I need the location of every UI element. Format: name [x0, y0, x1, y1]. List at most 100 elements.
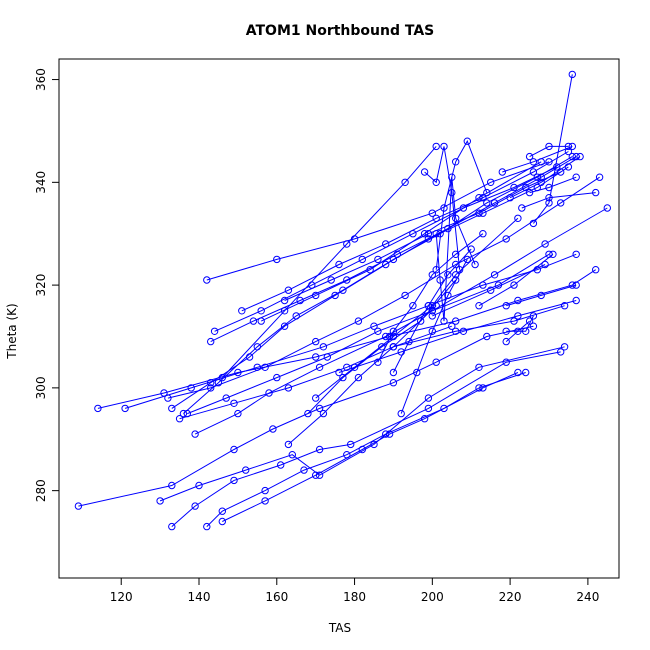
series-28: [389, 245, 475, 377]
data-point: [288, 451, 296, 459]
data-point: [448, 322, 456, 330]
data-point: [296, 296, 304, 305]
data-point: [389, 327, 398, 335]
data-point: [545, 183, 553, 192]
data-point: [424, 302, 433, 310]
data-point: [230, 399, 238, 407]
series-line: [194, 207, 608, 435]
series-19: [218, 142, 440, 382]
series-line: [167, 176, 600, 399]
data-point: [207, 337, 215, 346]
data-point: [572, 173, 580, 181]
data-point: [436, 276, 444, 284]
data-point: [502, 327, 510, 335]
data-point: [339, 373, 347, 382]
data-point: [191, 430, 199, 438]
data-point: [428, 271, 436, 279]
data-point: [560, 343, 569, 351]
data-point: [420, 415, 429, 423]
data-point: [549, 250, 557, 259]
data-point: [389, 379, 398, 387]
data-point: [284, 440, 293, 449]
data-point: [545, 142, 553, 151]
series-line: [179, 325, 452, 420]
data-point: [452, 250, 460, 259]
data-point: [514, 296, 522, 305]
data-point: [452, 214, 460, 223]
data-point: [265, 389, 273, 397]
series-20: [257, 158, 545, 325]
data-point: [444, 291, 452, 300]
data-point: [238, 307, 246, 315]
plot-area: [74, 70, 611, 531]
series-line: [533, 74, 573, 224]
series-21: [420, 142, 464, 274]
data-point: [397, 348, 405, 356]
series-1: [74, 322, 538, 510]
data-point: [315, 404, 324, 413]
series-10: [191, 204, 611, 438]
data-point: [280, 307, 289, 315]
data-point: [343, 240, 351, 248]
data-point: [603, 204, 611, 212]
data-point: [522, 368, 530, 377]
data-point: [471, 260, 479, 269]
data-point: [374, 358, 382, 366]
chart-title: ATOM1 Northbound TAS: [246, 23, 435, 39]
data-point: [514, 214, 522, 223]
data-point: [502, 358, 510, 366]
data-point: [529, 168, 538, 176]
series-42: [525, 173, 580, 197]
data-point: [518, 204, 526, 212]
series-35: [428, 260, 549, 320]
data-point: [475, 209, 483, 217]
data-point: [417, 317, 425, 325]
data-point: [541, 240, 549, 248]
data-point: [397, 409, 405, 418]
data-point: [273, 373, 281, 382]
data-point: [214, 379, 223, 387]
data-point: [389, 343, 398, 351]
data-point: [525, 188, 534, 197]
series-line: [307, 279, 457, 414]
data-point: [218, 507, 227, 515]
data-point: [203, 522, 211, 531]
data-point: [253, 343, 261, 351]
series-2: [168, 348, 565, 531]
series-5: [156, 343, 569, 505]
data-point: [537, 178, 545, 187]
series-40: [506, 152, 584, 202]
data-point: [389, 368, 398, 377]
y-tick-label: 340: [34, 171, 48, 194]
data-point: [257, 307, 265, 315]
data-point: [300, 466, 308, 474]
y-tick-label: 280: [34, 479, 48, 502]
data-point: [354, 373, 363, 382]
y-axis-label: Theta (K): [5, 303, 19, 359]
series-line: [241, 151, 569, 312]
data-point: [448, 173, 456, 181]
data-point: [592, 188, 600, 197]
data-point: [529, 322, 538, 330]
data-point: [502, 337, 510, 346]
data-point: [440, 142, 448, 151]
data-point: [440, 404, 448, 413]
data-point: [242, 466, 250, 474]
series-line: [506, 315, 534, 332]
data-point: [529, 219, 538, 228]
data-point: [498, 168, 506, 176]
data-point: [514, 312, 522, 320]
data-point: [319, 343, 328, 351]
series-line: [432, 264, 546, 317]
data-point: [401, 178, 409, 187]
data-point: [432, 214, 440, 223]
data-point: [452, 317, 460, 325]
x-tick-label: 220: [499, 590, 522, 604]
data-point: [463, 255, 471, 264]
data-point: [545, 158, 553, 166]
series-line: [315, 217, 519, 399]
data-point: [572, 250, 580, 259]
data-point: [74, 502, 83, 510]
series-line: [424, 146, 461, 270]
